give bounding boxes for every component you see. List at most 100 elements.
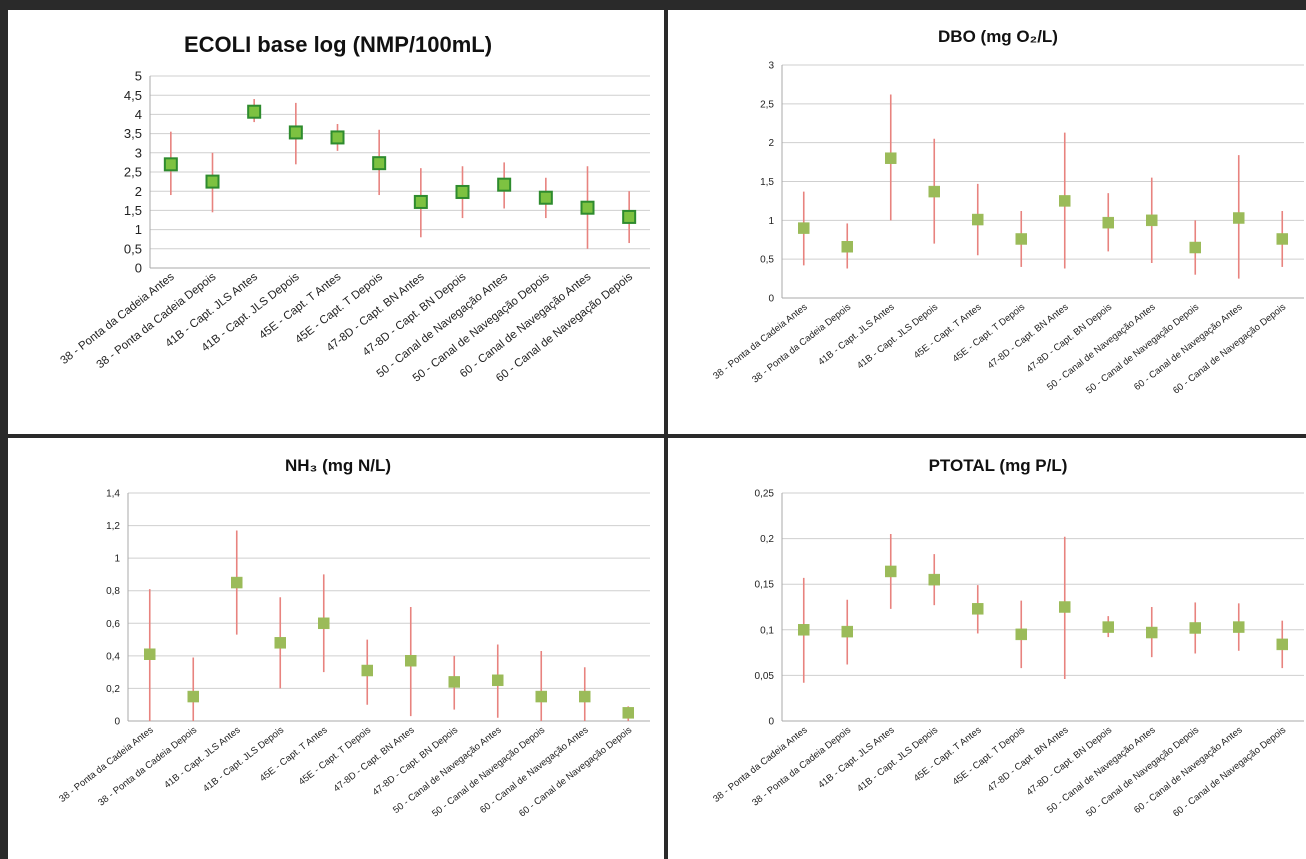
data-point — [361, 664, 373, 677]
y-tick-label: 4,5 — [124, 88, 142, 103]
data-point — [1146, 214, 1158, 227]
data-point — [231, 576, 243, 589]
data-point — [841, 625, 853, 638]
y-tick-label: 0,2 — [106, 684, 120, 695]
x-tick-label: 47-8D - Capt. BN Antes — [986, 302, 1071, 372]
data-point — [1015, 628, 1027, 641]
y-tick-label: 0,6 — [106, 619, 120, 630]
y-tick-label: 1 — [135, 222, 142, 237]
y-tick-label: 0,2 — [760, 534, 774, 545]
data-point — [579, 690, 591, 703]
data-point — [928, 185, 940, 198]
x-tick-label: 41B - Capt. JLS Antes — [816, 725, 897, 791]
data-point — [274, 637, 286, 649]
data-point — [187, 690, 199, 703]
y-tick-label: 0,4 — [106, 651, 120, 662]
data-point — [372, 156, 387, 171]
x-tick-label: 47-8D - Capt. BN Depois — [371, 725, 461, 799]
data-point — [622, 209, 637, 224]
data-point — [1146, 626, 1158, 639]
x-tick-label: 47-8D - Capt. BN Antes — [986, 725, 1071, 795]
dbo-chart-panel: DBO (mg O₂/L) 0 0,5 1 1,5 2 2,5 3 38 - Ponta da … — [668, 10, 1306, 434]
data-point — [972, 603, 984, 615]
x-tick-label: 45E - Capt. T Depois — [951, 302, 1028, 365]
data-point — [455, 184, 470, 199]
data-point — [1102, 216, 1114, 229]
y-tick-label: 2 — [768, 138, 774, 149]
data-point — [163, 157, 178, 172]
data-point — [535, 690, 547, 703]
data-point — [448, 676, 460, 688]
data-point — [1102, 621, 1114, 633]
data-point — [330, 130, 345, 145]
y-tick-label: 0,1 — [760, 625, 774, 636]
y-tick-label: 3 — [768, 61, 774, 72]
data-point — [1059, 601, 1071, 613]
data-point — [972, 213, 984, 226]
y-tick-label: 3,5 — [124, 126, 142, 141]
data-point — [413, 194, 428, 209]
data-point — [492, 674, 504, 687]
x-tick-label: 41B - Capt. JLS Depois — [855, 302, 940, 372]
data-point — [1233, 621, 1245, 633]
data-point — [538, 190, 553, 205]
y-tick-label: 0,15 — [755, 580, 775, 591]
data-point — [580, 200, 595, 215]
chart-title: PTOTAL (mg P/L) — [929, 456, 1068, 475]
y-tick-label: 1,5 — [124, 203, 142, 218]
x-tick-label: 41B - Capt. JLS Depois — [201, 725, 286, 795]
x-tick-label: 47-8D - Capt. BN Antes — [332, 725, 417, 795]
y-tick-label: 0,5 — [124, 241, 142, 256]
data-point — [405, 654, 417, 667]
y-tick-label: 0 — [768, 294, 774, 305]
nh3-chart: NH₃ (mg N/L)00,20,40,60,811,21,438 - Pon… — [57, 456, 650, 820]
chart-title: DBO (mg O₂/L) — [938, 27, 1058, 46]
data-point — [622, 707, 634, 719]
data-point — [288, 125, 303, 140]
data-point — [1015, 233, 1027, 245]
y-tick-label: 0 — [768, 717, 774, 728]
y-tick-label: 0 — [135, 261, 142, 276]
ecoli-chart-panel: ECOLI base log (NMP/100mL) 0 0,5 1 1,5 2 2,5 3 3… — [8, 10, 664, 434]
y-tick-label: 1 — [114, 554, 120, 565]
data-point — [885, 565, 897, 578]
data-point — [798, 624, 810, 636]
y-tick-label: 2,5 — [760, 99, 774, 110]
x-tick-label: 45E - Capt. T Depois — [951, 725, 1028, 788]
data-point — [205, 174, 220, 189]
data-point — [1189, 241, 1201, 254]
y-tick-label: 4 — [135, 107, 142, 122]
y-tick-label: 0 — [114, 717, 120, 728]
x-tick-label: 47-8D - Capt. BN Depois — [1025, 725, 1115, 799]
y-tick-label: 1,4 — [106, 489, 120, 500]
data-point — [1059, 195, 1071, 207]
data-point — [928, 573, 940, 586]
y-tick-label: 2,5 — [124, 165, 142, 180]
data-point — [497, 177, 512, 192]
x-tick-label: 47-8D - Capt. BN Depois — [1025, 302, 1115, 376]
y-tick-label: 0,8 — [106, 586, 120, 597]
x-tick-label: 45E - Capt. T Depois — [297, 725, 374, 788]
nh3-chart-panel: NH₃ (mg N/L) 0 0,2 0,4 0,6 0,8 1 1,2 1,4 38 - Pon… — [8, 438, 664, 859]
data-point — [885, 152, 897, 164]
chart-title: ECOLI base log (NMP/100mL) — [184, 32, 492, 57]
y-tick-label: 0,25 — [755, 489, 775, 500]
x-tick-label: 41B - Capt. JLS Depois — [855, 725, 940, 795]
y-tick-label: 1 — [768, 216, 774, 227]
y-tick-label: 0,5 — [760, 255, 774, 266]
data-point — [1276, 638, 1288, 651]
ecoli-chart: ECOLI base log (NMP/100mL) 0 0,5 1 1,5 2 2,5 3 3… — [58, 32, 650, 385]
data-point — [1276, 233, 1288, 245]
data-point — [798, 222, 810, 234]
x-tick-label: 41B - Capt. JLS Antes — [162, 725, 243, 791]
data-point — [1189, 622, 1201, 634]
chart-title: NH₃ (mg N/L) — [285, 456, 391, 475]
data-point — [1233, 212, 1245, 224]
y-tick-label: 3 — [135, 145, 142, 160]
y-tick-label: 1,2 — [106, 521, 120, 532]
y-tick-label: 2 — [135, 184, 142, 199]
data-point — [318, 617, 330, 630]
